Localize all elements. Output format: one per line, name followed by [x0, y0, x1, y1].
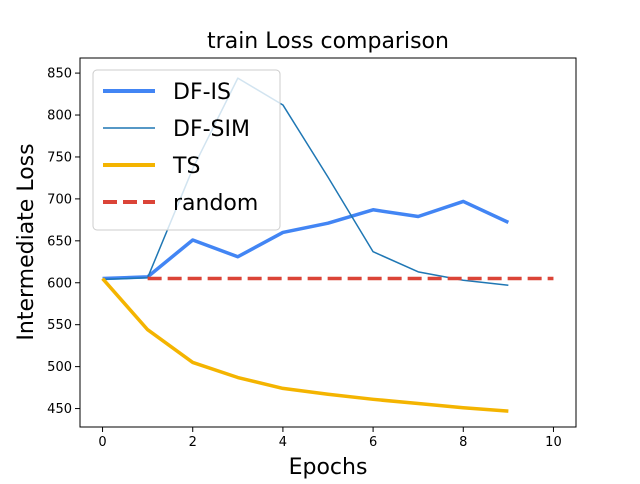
legend-box	[92, 69, 281, 231]
legend-item: TS	[103, 154, 200, 179]
legend-label: DF-IS	[173, 80, 231, 105]
legend-label: TS	[172, 154, 200, 179]
chart-title: train Loss comparison	[207, 29, 449, 54]
y-tick-label: 700	[47, 192, 72, 207]
y-axis-label: Intermediate Loss	[14, 143, 39, 340]
series-line-df-is	[102, 199, 510, 281]
x-tick-label: 6	[369, 435, 377, 450]
x-tick-label: 2	[189, 435, 197, 450]
y-tick-label: 550	[47, 318, 72, 333]
x-tick-label: 4	[279, 435, 287, 450]
legend-item: DF-SIM	[103, 117, 250, 142]
legend-label: DF-SIM	[173, 117, 250, 142]
y-tick-label: 800	[47, 109, 72, 124]
x-axis-label: Epochs	[289, 455, 368, 480]
legend-label: random	[173, 191, 258, 216]
y-tick-label: 450	[47, 402, 72, 417]
series-line-ts	[101, 277, 509, 413]
legend: DF-IS DF-SIM TS random	[92, 69, 281, 231]
x-tick-label: 10	[545, 435, 562, 450]
axes-frame	[79, 57, 577, 428]
y-tick-label: 600	[47, 276, 72, 291]
plot-area: 0 2 4 6 8 10 450 500 550 600 650 700 750 800 850	[47, 57, 577, 450]
legend-item: random	[103, 191, 258, 216]
x-tick-label: 8	[459, 435, 467, 450]
y-tick-label: 750	[47, 150, 72, 165]
y-tick-label: 650	[47, 234, 72, 249]
y-tick-label: 500	[47, 360, 72, 375]
y-tick-label: 850	[47, 67, 72, 82]
x-tick-label: 0	[98, 435, 106, 450]
legend-item: DF-IS	[103, 80, 231, 105]
